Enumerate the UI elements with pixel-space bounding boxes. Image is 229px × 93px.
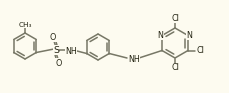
- Text: S: S: [53, 45, 59, 54]
- Text: Cl: Cl: [170, 64, 178, 73]
- Text: Cl: Cl: [170, 13, 178, 23]
- Text: O: O: [50, 32, 56, 41]
- Text: NH: NH: [65, 46, 76, 56]
- Text: Cl: Cl: [195, 46, 203, 55]
- Text: NH: NH: [128, 54, 139, 64]
- Text: N: N: [157, 31, 163, 40]
- Text: O: O: [56, 58, 62, 68]
- Text: N: N: [186, 31, 192, 40]
- Text: CH₃: CH₃: [18, 21, 32, 28]
